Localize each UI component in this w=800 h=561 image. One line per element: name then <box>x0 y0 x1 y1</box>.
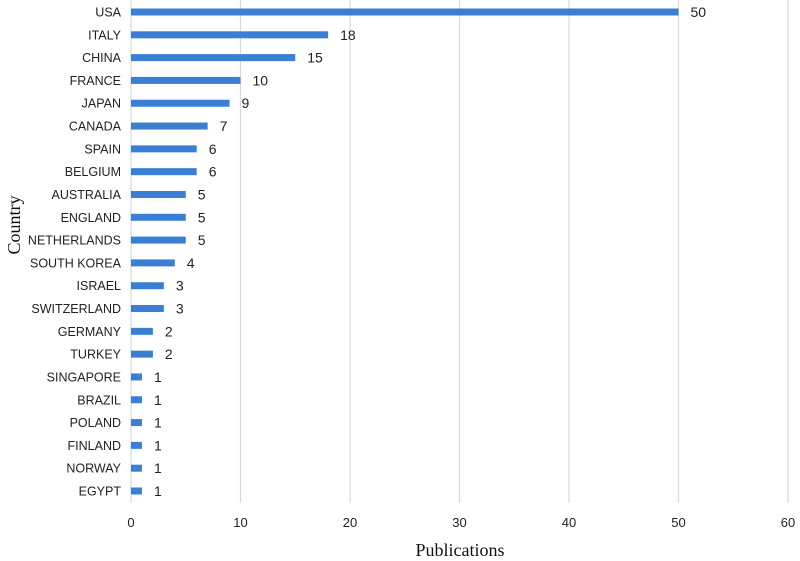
category-label-belgium: BELGIUM <box>65 165 121 179</box>
category-label-australia: AUSTRALIA <box>52 188 122 202</box>
data-label-usa: 50 <box>691 4 707 20</box>
category-label-egypt: EGYPT <box>79 485 122 499</box>
data-label-brazil: 1 <box>154 392 162 408</box>
bar-egypt <box>131 487 142 495</box>
bar-singapore <box>131 373 142 381</box>
y-axis-title: Country <box>4 195 24 254</box>
x-tick-10: 10 <box>233 515 247 530</box>
bar-france <box>131 76 241 84</box>
category-label-singapore: SINGAPORE <box>47 370 121 384</box>
bar-australia <box>131 190 186 198</box>
category-label-usa: USA <box>95 6 121 20</box>
data-label-belgium: 6 <box>209 164 217 180</box>
bar-england <box>131 213 186 221</box>
x-tick-30: 30 <box>452 515 466 530</box>
data-label-spain: 6 <box>209 141 217 157</box>
data-label-poland: 1 <box>154 415 162 431</box>
bar-china <box>131 54 296 62</box>
x-axis-title: Publications <box>416 540 505 560</box>
category-label-switzerland: SWITZERLAND <box>31 302 121 316</box>
bar-usa <box>131 8 679 16</box>
data-label-france: 10 <box>253 72 269 88</box>
bar-japan <box>131 99 230 107</box>
data-label-norway: 1 <box>154 460 162 476</box>
category-label-israel: ISRAEL <box>77 279 122 293</box>
x-tick-0: 0 <box>127 515 134 530</box>
data-label-egypt: 1 <box>154 483 162 499</box>
category-label-canada: CANADA <box>69 120 122 134</box>
x-tick-50: 50 <box>671 515 685 530</box>
bar-switzerland <box>131 305 164 313</box>
bar-spain <box>131 145 197 153</box>
x-tick-20: 20 <box>343 515 357 530</box>
category-label-norway: NORWAY <box>66 462 121 476</box>
data-label-netherlands: 5 <box>198 232 206 248</box>
bar-norway <box>131 464 142 472</box>
category-label-japan: JAPAN <box>82 97 121 111</box>
data-label-italy: 18 <box>340 27 356 43</box>
bar-finland <box>131 441 142 449</box>
data-label-germany: 2 <box>165 323 173 339</box>
bar-canada <box>131 122 208 130</box>
data-label-israel: 3 <box>176 278 184 294</box>
bar-south-korea <box>131 259 175 267</box>
bar-italy <box>131 31 329 39</box>
category-label-turkey: TURKEY <box>70 348 121 362</box>
bar-turkey <box>131 350 153 358</box>
data-label-england: 5 <box>198 209 206 225</box>
bars <box>131 8 679 495</box>
data-label-australia: 5 <box>198 186 206 202</box>
data-label-singapore: 1 <box>154 369 162 385</box>
bar-belgium <box>131 168 197 176</box>
x-tick-60: 60 <box>781 515 795 530</box>
category-label-spain: SPAIN <box>84 142 121 156</box>
category-label-italy: ITALY <box>88 28 122 42</box>
bar-netherlands <box>131 236 186 244</box>
bar-poland <box>131 419 142 427</box>
category-labels: USA ITALY CHINA FRANCE JAPAN CANADA SPAIN BELGI… <box>28 6 122 499</box>
category-label-england: ENGLAND <box>61 211 121 225</box>
category-label-finland: FINLAND <box>68 439 121 453</box>
category-label-south-korea: SOUTH KOREA <box>30 256 122 270</box>
data-label-switzerland: 3 <box>176 301 184 317</box>
bar-brazil <box>131 396 142 404</box>
data-label-turkey: 2 <box>165 346 173 362</box>
data-label-finland: 1 <box>154 437 162 453</box>
data-label-canada: 7 <box>220 118 228 134</box>
category-label-netherlands: NETHERLANDS <box>28 234 121 248</box>
gridlines <box>130 0 789 503</box>
category-label-poland: POLAND <box>70 416 121 430</box>
bar-israel <box>131 282 164 290</box>
category-label-france: FRANCE <box>70 74 121 88</box>
bar-germany <box>131 327 153 335</box>
category-label-china: CHINA <box>82 51 122 65</box>
category-label-brazil: BRAZIL <box>77 393 121 407</box>
data-label-japan: 9 <box>242 95 250 111</box>
data-label-china: 15 <box>307 50 323 66</box>
category-label-germany: GERMANY <box>58 325 122 339</box>
x-tick-40: 40 <box>562 515 576 530</box>
x-tick-labels: 0 10 20 30 40 50 60 <box>127 515 795 530</box>
data-label-south-korea: 4 <box>187 255 195 271</box>
